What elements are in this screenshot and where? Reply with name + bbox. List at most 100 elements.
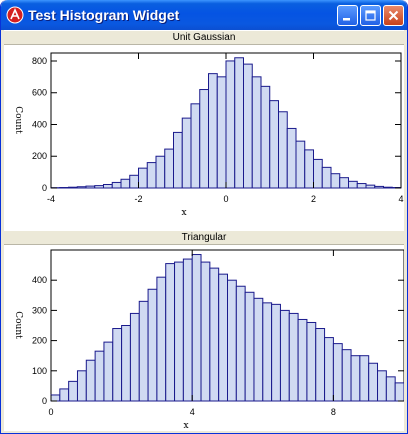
maximize-icon [365, 10, 376, 21]
histogram-bar [191, 254, 202, 402]
histogram-bar [173, 131, 183, 189]
histogram-bar [146, 162, 157, 189]
window-title: Test Histogram Widget [28, 7, 180, 23]
histogram-bar [330, 173, 341, 189]
histogram-bar [235, 285, 246, 402]
gaussian-histogram: -4 -2 0 2 4 0 200 400 600 800 x Count [13, 52, 404, 218]
x-tick-label: 0 [48, 407, 53, 417]
histogram-bar [138, 300, 149, 402]
histogram-bar [385, 376, 396, 402]
x-tick-label: 8 [331, 407, 336, 417]
histogram-bar [288, 312, 299, 402]
histogram-bar [269, 100, 279, 189]
histogram-bar [199, 89, 209, 189]
client-area: Unit Gaussian -4 -2 0 2 4 0 200 400 600 800 x Count… [4, 30, 404, 431]
title-bar[interactable]: Test Histogram Widget [1, 0, 407, 30]
histogram-bar [315, 328, 326, 402]
histogram-bar [297, 318, 308, 402]
histogram-bar [76, 186, 87, 189]
histogram-bar [103, 341, 114, 402]
histogram-bar [394, 382, 404, 402]
chart-title-gaussian: Unit Gaussian [4, 30, 404, 45]
histogram-bar [262, 302, 273, 402]
x-tick-label: -2 [134, 194, 142, 204]
chart-title-triangular: Triangular [4, 230, 404, 245]
histogram-bar [156, 276, 167, 402]
x-tick-label: -4 [47, 194, 55, 204]
histogram-bar [383, 186, 393, 189]
histogram-bar [341, 349, 352, 402]
histogram-bar [368, 362, 379, 402]
histogram-bar [155, 155, 166, 189]
histogram-bar [59, 388, 70, 402]
histogram-bar [182, 258, 193, 402]
gaussian-panel: Unit Gaussian -4 -2 0 2 4 0 200 400 600 800 x Count [4, 30, 404, 230]
histogram-bar [253, 297, 264, 402]
triangular-histogram: 0 4 8 0 100 200 300 400 x Count [13, 249, 404, 431]
x-tick-label: 4 [190, 407, 195, 417]
histogram-bar [174, 261, 184, 402]
histogram-bar [200, 261, 211, 402]
histogram-bar [313, 158, 323, 189]
histogram-bar [129, 174, 139, 189]
x-tick-label: 2 [311, 194, 316, 204]
histogram-bar [138, 167, 148, 189]
histogram-bar [121, 325, 131, 402]
triangular-panel: Triangular 0 4 8 0 100 200 300 400 x Count [4, 230, 404, 431]
histogram-bar [377, 370, 387, 402]
histogram-bar [164, 148, 174, 189]
histogram-bar [85, 185, 96, 189]
histogram-bar [68, 186, 78, 189]
minimize-icon [343, 18, 350, 21]
histogram-bar [209, 267, 220, 402]
histogram-bar [208, 73, 218, 189]
histogram-bar [359, 355, 370, 402]
histogram-bar [271, 303, 281, 402]
x-tick-label: 4 [398, 194, 403, 204]
histogram-bar [94, 185, 104, 189]
histogram-bar [306, 321, 317, 402]
histogram-bar [85, 359, 96, 402]
histogram-bar [216, 76, 227, 189]
histogram-bar [304, 149, 314, 189]
histogram-bar [321, 166, 332, 189]
close-button[interactable] [383, 5, 404, 26]
histogram-bar [165, 263, 176, 402]
histogram-bar [111, 181, 122, 189]
y-tick-label: 400 [32, 119, 47, 129]
histogram-bar [286, 127, 297, 189]
histogram-bar [279, 309, 290, 402]
y-tick-label: 200 [32, 151, 47, 161]
y-axis-label: Count [13, 311, 23, 339]
histogram-bar [50, 394, 61, 402]
histogram-bar [225, 60, 236, 189]
y-tick-label: 0 [42, 183, 47, 193]
histogram-bar [227, 279, 237, 402]
y-tick-label: 300 [32, 305, 47, 315]
histogram-bar [243, 63, 253, 189]
histogram-bar [244, 291, 255, 402]
y-tick-label: 600 [32, 88, 47, 98]
histogram-bar [94, 350, 105, 402]
histogram-bar [251, 76, 262, 189]
histogram-bar [324, 337, 334, 402]
histogram-bar [260, 85, 271, 189]
histogram-bar [234, 57, 244, 189]
y-axis-label: Count [13, 106, 23, 134]
histogram-bar [103, 184, 113, 189]
maximize-button[interactable] [360, 5, 381, 26]
y-tick-label: 0 [42, 396, 47, 406]
histogram-bar [147, 288, 158, 402]
histogram-bar [374, 185, 384, 189]
x-axis-label: x [183, 421, 188, 431]
histogram-bar [278, 111, 288, 189]
histogram-bar [112, 328, 123, 402]
x-tick-label: 0 [223, 194, 228, 204]
y-tick-label: 400 [32, 275, 47, 285]
histogram-bar [68, 380, 78, 402]
x-axis-label: x [181, 208, 186, 218]
minimize-button[interactable] [337, 5, 358, 26]
histogram-bar [76, 370, 87, 402]
histogram-bar [365, 184, 376, 189]
